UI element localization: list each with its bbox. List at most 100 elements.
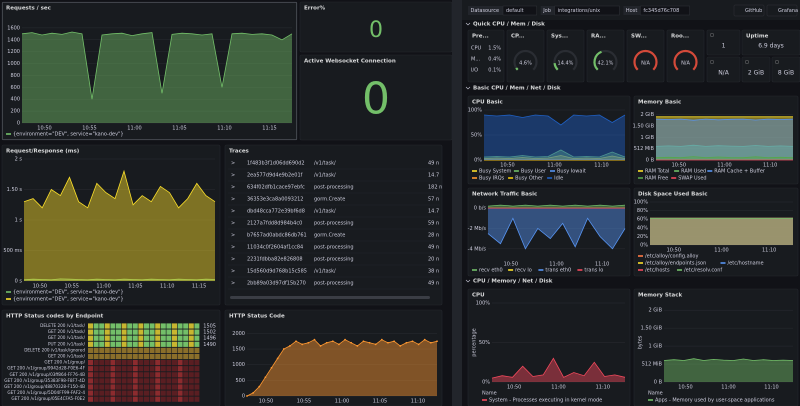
heat-cell: [121, 378, 127, 384]
legend-label: /etc/hosts: [645, 268, 670, 274]
var-select[interactable]: [502, 5, 537, 16]
legend-label: Busy Other: [515, 176, 544, 182]
heat-cell: [99, 323, 105, 329]
legend-swatch: [6, 133, 11, 135]
trace-id: 36353e3ca8a0093212: [247, 197, 304, 203]
heat-cell: [172, 384, 177, 390]
heat-cell: [155, 323, 161, 329]
heat-cell: [132, 372, 138, 378]
point: [295, 340, 297, 343]
heat-cell: [110, 396, 116, 402]
endpoint-label: GET 200 /v1/group/: [44, 360, 85, 365]
heat-cell: [177, 323, 183, 329]
heat-cell: [138, 347, 144, 353]
heat-cell: [99, 347, 105, 353]
heat-cell: [110, 372, 116, 378]
endpoint-label: GET 200 /v1/group/35383F98-F8F7-4D: [4, 378, 85, 383]
row-chevron: >: [231, 257, 235, 263]
heat-cell: [104, 378, 110, 384]
heat-cell: [166, 353, 172, 360]
gauge-label: 42.1%: [598, 61, 614, 67]
heat-cell: [116, 341, 121, 347]
heat-cell: [183, 341, 189, 347]
x-tick-label: 10:50: [33, 284, 47, 290]
heat-cell: [177, 360, 183, 366]
endpoint-label: DELETE 200 /v1/task/: [40, 323, 85, 328]
link-button[interactable]: [733, 4, 765, 17]
heat-cell: [121, 360, 127, 366]
area: [22, 32, 292, 123]
stat-value: 6.9 days: [758, 43, 784, 50]
heat-cell: [104, 353, 110, 360]
heat-cell: [138, 329, 144, 335]
link-button-label: Grafana: [778, 8, 798, 14]
x-tick-label: 10:50: [259, 399, 273, 405]
point: [319, 345, 322, 347]
heat-cell: [93, 341, 99, 347]
heat-cell: [127, 341, 133, 347]
panel: [741, 29, 800, 56]
heat-cell: [160, 372, 166, 378]
scrollbar: [230, 296, 430, 299]
var-select[interactable]: [554, 5, 620, 16]
heat-cell: [149, 396, 155, 402]
legend-label: RAM Cache + Buffer: [714, 169, 766, 175]
y-tick-label: 1600: [7, 25, 20, 31]
heat-cell: [99, 353, 105, 360]
heat-cell: [183, 384, 189, 390]
heat-cell: [183, 323, 189, 329]
heat-cell: [132, 390, 138, 396]
heat-cell: [149, 360, 155, 366]
heat-cell: [121, 366, 127, 372]
legend-label: Busy IRQs: [479, 176, 505, 182]
heat-cell: [104, 372, 110, 378]
trace-name: post-processing: [314, 281, 354, 287]
y-tick-label: 2 GiB: [641, 112, 655, 118]
y-tick-label: 1500: [232, 347, 245, 353]
heat-cell: [194, 372, 200, 378]
var-label-box: [540, 6, 555, 15]
panel-title: Roo...: [671, 34, 689, 40]
heat-cell: [166, 390, 172, 396]
point: [423, 338, 426, 341]
point: [380, 338, 383, 341]
heat-cell: [138, 335, 144, 341]
heat-cell: [177, 372, 183, 378]
heat-cell: [188, 372, 194, 378]
heat-cell: [93, 390, 99, 396]
panel: [633, 187, 799, 277]
heat-cell: [160, 341, 166, 347]
panel-title: Pre...: [472, 34, 489, 40]
heat-cell: [144, 390, 149, 396]
heat-cell: [93, 396, 99, 402]
info-icon: [710, 33, 715, 38]
link-button[interactable]: [766, 4, 798, 17]
y-tick-label: 1.50 s: [7, 187, 23, 193]
heat-cell: [194, 323, 200, 329]
point: [429, 341, 432, 344]
heat-cell: [183, 396, 189, 402]
heat-cell: [116, 372, 121, 378]
y-tick-label: 1200: [7, 49, 20, 55]
x-tick-label: 11:05: [172, 126, 186, 132]
y-tick-label: 40%: [637, 225, 648, 231]
stat-value: 2 GiB: [748, 70, 764, 77]
heat-cell: [155, 347, 161, 353]
x-tick-label: 11:00: [96, 284, 110, 290]
heat-cell: [166, 384, 172, 390]
heat-cell: [149, 329, 155, 335]
heat-cell: [188, 335, 194, 341]
divider: [452, 0, 462, 406]
heat-cell: [116, 360, 121, 366]
y-tick-label: 800: [10, 73, 20, 79]
var-select[interactable]: [640, 5, 690, 16]
legend-swatch: [638, 262, 643, 264]
x-tick-label: 10:50: [672, 163, 686, 169]
area: [484, 115, 625, 160]
legend-swatch: [547, 177, 553, 179]
gauge-track: [673, 49, 698, 71]
x-tick-label: 11:00: [335, 399, 349, 405]
heat-cell: [99, 341, 105, 347]
area: [247, 339, 437, 396]
y-tick-label: 0 B: [646, 158, 655, 164]
